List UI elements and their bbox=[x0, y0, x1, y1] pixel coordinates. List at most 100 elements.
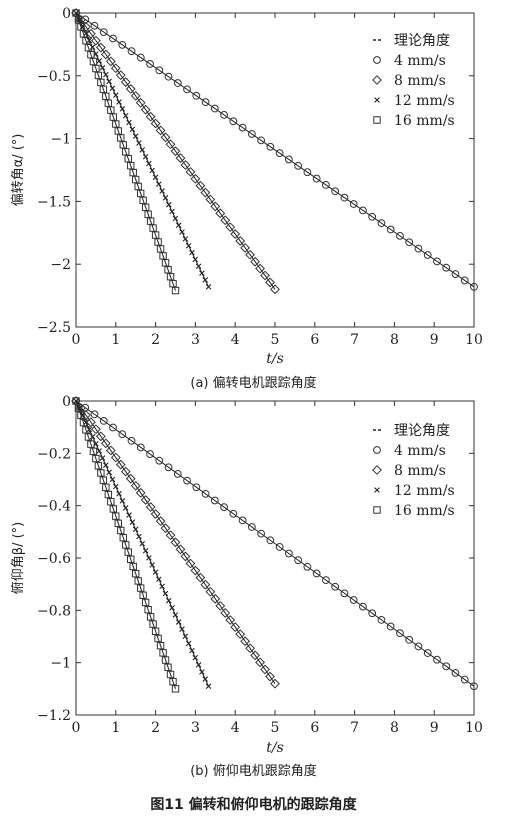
figure-title: 图11 偏转和俯仰电机的跟踪角度 bbox=[150, 797, 357, 813]
chart-b-point-diamond bbox=[115, 459, 126, 470]
chart-a-point-square bbox=[132, 175, 140, 184]
chart-a-point-x bbox=[103, 71, 109, 78]
chart-b-point-circle bbox=[192, 483, 201, 492]
chart-a-point-square bbox=[82, 37, 90, 45]
chart-b-point-circle bbox=[164, 463, 173, 472]
chart-b-point-square bbox=[151, 627, 160, 635]
chart-b-point-diamond bbox=[220, 608, 231, 618]
chart-b-point-x bbox=[122, 505, 129, 511]
chart-a-point-diamond bbox=[175, 153, 186, 163]
chart-a-point-diamond bbox=[270, 284, 280, 295]
chart-a-point-circle bbox=[386, 225, 395, 234]
chart-a-point-x bbox=[185, 242, 192, 249]
chart-b-point-square bbox=[94, 462, 103, 470]
chart-b-point-diamond bbox=[205, 586, 216, 597]
chart-b-point-circle bbox=[368, 609, 377, 618]
chart-a-point-square bbox=[72, 9, 80, 17]
chart-b-legend-label: 理论角度 bbox=[394, 423, 450, 439]
chart-a-point-circle bbox=[433, 257, 441, 266]
chart-b-point-square bbox=[122, 541, 130, 549]
chart-b-point-circle bbox=[118, 430, 127, 439]
chart-b-x-tick-label: 4 bbox=[231, 720, 240, 736]
chart-b-point-x bbox=[165, 597, 172, 604]
chart-a-theory-line bbox=[75, 12, 176, 291]
chart-b-point-square bbox=[136, 584, 145, 592]
chart-b-point-circle bbox=[220, 503, 228, 512]
chart-a-series-diamond bbox=[71, 8, 280, 295]
chart-a-point-square bbox=[102, 92, 110, 100]
chart-a-point-x bbox=[179, 229, 185, 235]
chart-a-point-circle bbox=[405, 238, 414, 247]
chart-a-point-circle bbox=[164, 72, 173, 81]
chart-a-point-circle bbox=[368, 212, 377, 221]
chart-a-point-diamond bbox=[115, 70, 126, 81]
chart-a-point-circle bbox=[99, 28, 108, 37]
chart-a-point-circle bbox=[238, 123, 247, 132]
chart-a-point-x bbox=[152, 174, 159, 181]
chart-b-point-circle bbox=[414, 642, 423, 651]
chart-b-point-x bbox=[169, 604, 175, 611]
chart-b-point-circle bbox=[423, 649, 432, 657]
chart-b-point-square bbox=[164, 663, 172, 671]
chart-b-point-square bbox=[156, 641, 165, 650]
chart-b-point-circle bbox=[312, 569, 321, 578]
chart-b-point-diamond bbox=[125, 473, 136, 484]
chart-a-point-square bbox=[127, 161, 135, 170]
chart-b-point-square bbox=[139, 591, 147, 599]
chart-b-point-circle bbox=[247, 523, 256, 531]
chart-b-point-x bbox=[103, 462, 109, 468]
chart-b-x-axis-label: t/s bbox=[266, 740, 284, 756]
chart-a-point-diamond bbox=[195, 180, 206, 191]
chart-a-point-diamond bbox=[170, 146, 181, 157]
chart-a-point-circle bbox=[423, 251, 432, 259]
chart-a-point-x bbox=[89, 44, 96, 51]
chart-a-point-diamond bbox=[150, 118, 161, 129]
chart-b-point-circle bbox=[257, 529, 266, 538]
chart-a-point-x bbox=[202, 277, 209, 283]
chart-b-point-square bbox=[107, 498, 115, 506]
chart-b-point-square bbox=[149, 620, 157, 628]
chart-b-point-x bbox=[179, 626, 185, 632]
chart-b-point-x bbox=[116, 490, 122, 497]
chart-b-point-diamond bbox=[255, 657, 265, 668]
chart-b-point-square bbox=[119, 534, 127, 542]
chart-a-point-circle bbox=[396, 231, 404, 240]
chart-b-theory-line bbox=[75, 400, 475, 687]
chart-a-point-diamond bbox=[120, 77, 131, 87]
chart-b-point-circle bbox=[238, 516, 247, 525]
chart-a-point-square bbox=[159, 252, 167, 260]
chart-b-point-diamond bbox=[155, 516, 166, 527]
chart-b-point-square bbox=[84, 433, 93, 441]
chart-a-point-diamond bbox=[105, 56, 116, 67]
chart-a-legend-swatch-diamond bbox=[372, 75, 382, 85]
chart-b-point-circle bbox=[396, 629, 404, 638]
chart-b-point-circle bbox=[183, 476, 191, 485]
chart-b-point-diamond bbox=[225, 615, 236, 625]
chart-b-legend-swatch-x bbox=[374, 487, 380, 493]
chart-a-point-diamond bbox=[245, 249, 256, 260]
chart-b-point-diamond bbox=[190, 565, 201, 576]
chart-b-point-diamond bbox=[235, 629, 246, 640]
chart-a-point-square bbox=[87, 50, 95, 59]
chart-a-point-x bbox=[156, 181, 162, 187]
chart-a-point-x bbox=[116, 99, 122, 105]
chart-a-point-circle bbox=[173, 79, 182, 87]
chart-a-point-square bbox=[154, 238, 162, 246]
chart-b-point-square bbox=[159, 649, 167, 657]
chart-a-point-circle bbox=[247, 130, 256, 138]
chart-a-point-diamond bbox=[265, 277, 275, 288]
chart-b-x-tick-label: 10 bbox=[465, 720, 483, 736]
chart-b-point-diamond bbox=[105, 445, 116, 456]
chart-a-point-diamond bbox=[230, 229, 241, 239]
chart-a-point-square bbox=[117, 134, 125, 142]
chart-a-point-circle bbox=[109, 34, 117, 43]
chart-b-point-square bbox=[114, 519, 122, 528]
chart-b-point-circle bbox=[349, 596, 358, 604]
chart-a-point-x bbox=[172, 215, 179, 222]
chart-a-point-diamond bbox=[86, 28, 96, 39]
chart-a-point-diamond bbox=[180, 160, 191, 170]
chart-a-point-square bbox=[141, 203, 150, 212]
chart-a-point-circle bbox=[220, 110, 228, 119]
chart-a-legend-label: 理论角度 bbox=[394, 33, 450, 49]
chart-b-theory-line bbox=[75, 400, 276, 684]
